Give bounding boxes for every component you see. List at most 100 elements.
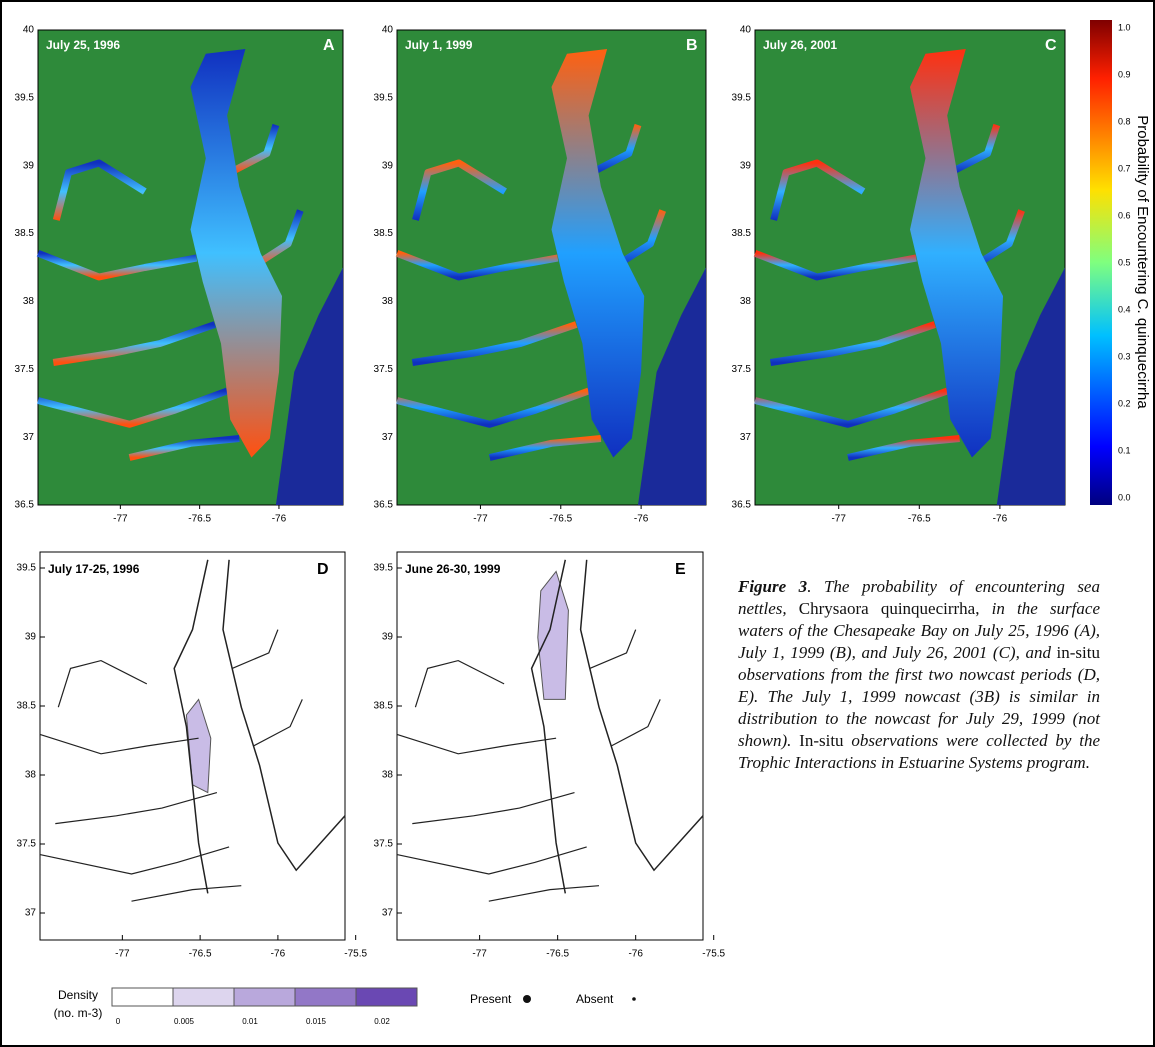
present-marker — [523, 995, 531, 1003]
x-tick-label: -76 — [628, 949, 643, 960]
legend-tick-label: 0.01 — [242, 1017, 258, 1026]
y-tick-label: 39.5 — [15, 92, 35, 103]
tributary — [52, 159, 147, 221]
tributary — [770, 159, 866, 221]
y-tick-label: 37.5 — [15, 364, 35, 375]
tributary — [52, 321, 217, 366]
y-tick-label: 37 — [382, 908, 394, 919]
legend-tick-label: 0 — [116, 1017, 121, 1026]
caption-term: in-situ — [1056, 643, 1100, 662]
coastline — [131, 885, 242, 902]
coastline — [414, 659, 505, 708]
x-tick-label: -76 — [271, 949, 286, 960]
tributary — [412, 159, 507, 221]
panel-letter: B — [686, 37, 698, 54]
coastline — [55, 792, 218, 825]
tributary — [396, 387, 590, 428]
tributary — [411, 321, 578, 366]
bay — [910, 49, 1003, 458]
panel-letter: E — [675, 561, 686, 578]
x-tick-label: -76.5 — [189, 949, 212, 960]
ocean — [638, 267, 706, 505]
y-tick-label: 38.5 — [732, 228, 752, 239]
legend-swatch — [111, 987, 174, 1007]
y-tick-label: 38.5 — [15, 228, 35, 239]
caption-text: observations were collected by the Troph… — [738, 731, 1100, 772]
x-tick-label: -77 — [831, 514, 846, 525]
tributary — [37, 387, 229, 428]
legend-tick-label: 0.015 — [306, 1017, 327, 1026]
x-tick-label: -77 — [113, 514, 128, 525]
y-tick-label: 37.5 — [374, 364, 394, 375]
bay — [551, 49, 645, 458]
colorbar-tick-label: 0.7 — [1118, 163, 1131, 173]
caption-species: Chrysaora quinquecirrha, — [798, 599, 980, 618]
caption-text: observations from the first two nowcast … — [738, 665, 1100, 750]
tributary — [590, 123, 642, 176]
ocean — [275, 267, 343, 505]
tributary — [228, 123, 280, 176]
absent-marker — [632, 997, 636, 1001]
tributary — [948, 123, 1001, 176]
x-tick-label: -76.5 — [549, 514, 572, 525]
colorbar-tick-label: 0.1 — [1118, 445, 1131, 455]
panel-date: July 1, 1999 — [405, 38, 473, 52]
y-tick-label: 37 — [382, 432, 394, 443]
coastline — [57, 659, 148, 708]
y-tick-label: 38 — [740, 296, 752, 307]
y-tick-label: 38 — [25, 770, 37, 781]
colorbar-tick-label: 0.5 — [1118, 257, 1131, 267]
coastline — [412, 792, 575, 825]
x-tick-label: -76 — [993, 514, 1008, 525]
colorbar-tick-label: 0.0 — [1118, 492, 1131, 502]
legend-present: Present — [470, 992, 512, 1006]
y-tick-label: 38 — [382, 296, 394, 307]
x-tick-label: -75.5 — [702, 949, 725, 960]
y-tick-label: 37.5 — [17, 839, 37, 850]
coastline — [579, 559, 704, 872]
coastline — [39, 733, 199, 755]
legend-swatch — [172, 987, 235, 1007]
panel-date: June 26-30, 1999 — [405, 562, 501, 576]
caption-term: In-situ — [799, 731, 844, 750]
y-tick-label: 37.5 — [374, 839, 394, 850]
coastline — [253, 699, 303, 747]
y-tick-label: 37 — [25, 908, 37, 919]
density-contour — [537, 570, 569, 700]
caption-text: . The probability of encountering sea ne… — [738, 577, 1100, 618]
coastline — [530, 559, 567, 894]
tributary — [36, 250, 198, 281]
panel-letter: C — [1045, 37, 1057, 54]
bay — [190, 49, 282, 458]
tributary — [754, 387, 949, 428]
caption-label: Figure 3 — [738, 577, 808, 596]
y-tick-label: 39.5 — [374, 92, 394, 103]
legend-tick-label: 0.005 — [174, 1017, 195, 1026]
panel-letter: A — [323, 37, 335, 54]
tributary — [753, 250, 917, 281]
x-tick-label: -76.5 — [188, 514, 211, 525]
tributary — [395, 250, 559, 281]
coastline — [231, 629, 279, 669]
y-tick-label: 38.5 — [374, 701, 394, 712]
legend-unit: (no. m-3) — [54, 1006, 103, 1020]
colorbar-label: Probability of Encountering C. quinqueci… — [1134, 115, 1151, 409]
coastline — [39, 846, 230, 875]
panel-letter: D — [317, 561, 329, 578]
y-tick-label: 37.5 — [732, 364, 752, 375]
panel-date: July 25, 1996 — [46, 38, 120, 52]
x-tick-label: -76.5 — [908, 514, 931, 525]
y-tick-label: 37 — [23, 432, 35, 443]
x-tick-label: -76 — [272, 514, 287, 525]
x-tick-label: -76 — [634, 514, 649, 525]
caption: Figure 3. The probability of encounterin… — [738, 576, 1100, 774]
panel-date: July 26, 2001 — [763, 38, 837, 52]
x-tick-label: -77 — [473, 514, 488, 525]
colorbar-tick-label: 0.3 — [1118, 351, 1131, 361]
coastline — [396, 846, 587, 875]
y-tick-label: 39 — [740, 160, 752, 171]
legend-swatch — [294, 987, 357, 1007]
coastline — [222, 559, 346, 872]
